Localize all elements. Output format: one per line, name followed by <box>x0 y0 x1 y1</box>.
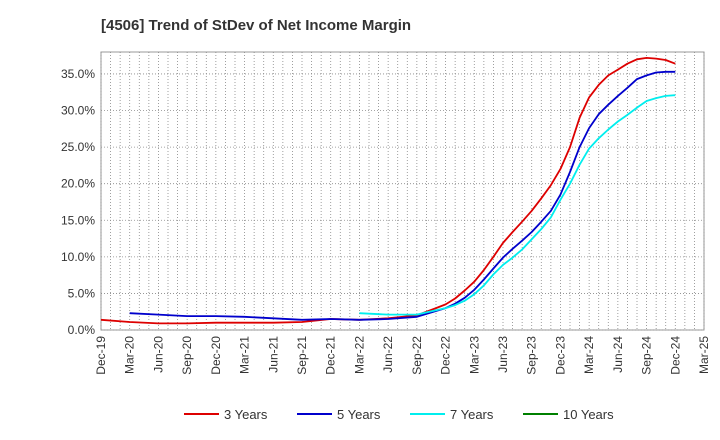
y-axis-tick-labels: 0.0% 5.0% 10.0% 15.0% 20.0% 25.0% 30.0% 35.0% <box>61 67 95 337</box>
legend-label: 10 Years <box>563 407 614 422</box>
series-line-3-years <box>100 57 676 325</box>
y-tick-label: 5.0% <box>68 286 96 300</box>
x-tick-label: Sep-23 <box>525 336 539 375</box>
legend-label: 3 Years <box>224 407 268 422</box>
y-tick-label: 0.0% <box>68 323 96 337</box>
y-tick-label: 10.0% <box>61 250 95 264</box>
y-tick-label: 30.0% <box>61 104 95 118</box>
x-tick-label: Sep-22 <box>410 336 424 375</box>
legend: 3 Years 5 Years 7 Years 10 Years <box>184 407 614 422</box>
x-tick-label: Jun-21 <box>266 336 280 373</box>
y-tick-label: 35.0% <box>61 67 95 81</box>
plot-area <box>100 51 705 331</box>
legend-label: 5 Years <box>337 407 381 422</box>
series-line-7-years <box>359 94 676 316</box>
x-tick-label: Jun-22 <box>381 336 395 373</box>
y-tick-label: 15.0% <box>61 213 95 227</box>
x-tick-label: Jun-23 <box>496 336 510 373</box>
x-tick-label: Mar-20 <box>123 336 137 374</box>
x-tick-label: Sep-20 <box>180 336 194 375</box>
x-tick-label: Mar-21 <box>238 336 252 374</box>
series-line-5-years <box>129 70 676 321</box>
x-tick-label: Sep-24 <box>640 336 654 375</box>
x-tick-label: Dec-19 <box>94 336 108 375</box>
x-tick-label: Dec-24 <box>668 336 682 375</box>
x-tick-label: Jun-20 <box>151 336 165 373</box>
x-axis-tick-labels: Dec-19 Mar-20 Jun-20 Sep-20 Dec-20 Mar-21 Jun-… <box>94 336 711 375</box>
x-tick-label: Mar-23 <box>467 336 481 374</box>
x-tick-label: Jun-24 <box>611 336 625 373</box>
legend-label: 7 Years <box>450 407 494 422</box>
x-tick-label: Mar-24 <box>582 336 596 374</box>
grid-lines <box>100 52 705 331</box>
chart-title: [4506] Trend of StDev of Net Income Marg… <box>101 17 411 34</box>
y-tick-label: 20.0% <box>61 177 95 191</box>
series-lines <box>100 57 676 325</box>
y-tick-label: 25.0% <box>61 140 95 154</box>
x-tick-label: Dec-21 <box>324 336 338 375</box>
x-tick-label: Mar-22 <box>352 336 366 374</box>
x-tick-label: Dec-23 <box>553 336 567 375</box>
x-tick-label: Dec-20 <box>209 336 223 375</box>
x-tick-label: Sep-21 <box>295 336 309 375</box>
x-tick-label: Dec-22 <box>439 336 453 375</box>
x-tick-label: Mar-25 <box>697 336 711 374</box>
